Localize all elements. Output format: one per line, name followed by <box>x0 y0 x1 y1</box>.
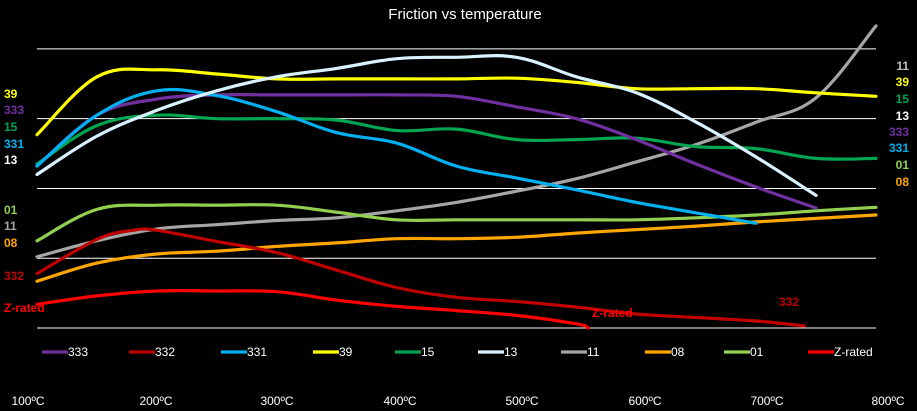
series-line-333 <box>35 92 818 210</box>
x-tick-label: 600ºC <box>628 394 661 408</box>
left-label-15: 15 <box>4 120 18 134</box>
series-line-15 <box>35 113 878 166</box>
right-label-z-rated: Z-rated <box>592 306 633 320</box>
chart-title: Friction vs temperature <box>388 6 541 23</box>
legend-label: 08 <box>671 345 685 359</box>
x-tick-label: 700ºC <box>750 394 783 408</box>
right-label-01: 01 <box>896 158 910 172</box>
legend-label: 13 <box>504 345 518 359</box>
end-labels: 39 333 15 331 13 01 11 08 332 Z-rated 332 Z-rated 11… <box>4 59 909 320</box>
legend-item-01: 01 <box>724 345 764 359</box>
right-label-08: 08 <box>896 175 910 189</box>
legend-item-333: 333 <box>42 345 88 359</box>
legend-label: 15 <box>421 345 435 359</box>
left-label-332: 332 <box>4 269 24 283</box>
legend-item-331: 331 <box>221 345 267 359</box>
right-label-15: 15 <box>896 92 910 106</box>
legend-item-39: 39 <box>313 345 353 359</box>
legend-label: 39 <box>339 345 353 359</box>
series-line-z-rated <box>35 288 590 330</box>
legend-item-08: 08 <box>645 345 685 359</box>
legend-label: 11 <box>587 345 600 359</box>
x-tick-label: 500ºC <box>505 394 538 408</box>
x-tick-label: 300ºC <box>260 394 293 408</box>
left-label-39: 39 <box>4 87 18 101</box>
legend-label: 331 <box>247 345 267 359</box>
gridlines <box>37 48 876 329</box>
right-label-11: 11 <box>896 59 909 73</box>
left-label-13: 13 <box>4 153 18 167</box>
series-line-39 <box>35 67 878 137</box>
series-lines <box>35 24 878 330</box>
left-label-08: 08 <box>4 236 18 250</box>
legend-item-15: 15 <box>395 345 435 359</box>
legend-label: 332 <box>155 345 175 359</box>
series-line-332 <box>35 227 806 328</box>
series-line-11 <box>35 24 878 259</box>
x-tick-label: 800ºC <box>871 394 904 408</box>
series-line-01 <box>35 203 878 243</box>
legend-item-11: 11 <box>561 345 600 359</box>
series-line-08 <box>35 213 878 283</box>
left-label-333: 333 <box>4 103 24 117</box>
left-label-01: 01 <box>4 203 18 217</box>
x-tick-label: 200ºC <box>139 394 172 408</box>
x-tick-label: 400ºC <box>383 394 416 408</box>
legend-item-13: 13 <box>478 345 518 359</box>
legend-label: 333 <box>68 345 88 359</box>
left-label-z-rated: Z-rated <box>4 301 45 315</box>
x-axis: 100ºC 200ºC 300ºC 400ºC 500ºC 600ºC 700ºC 800ºC <box>11 394 904 408</box>
series-line-331 <box>35 87 758 225</box>
legend-label: Z-rated <box>834 345 873 359</box>
right-label-13: 13 <box>896 109 910 123</box>
right-label-333: 333 <box>889 125 909 139</box>
legend: 333 332 331 39 15 13 11 08 01 Z-rated <box>42 345 873 359</box>
legend-label: 01 <box>750 345 764 359</box>
series-line-13 <box>35 54 818 197</box>
left-label-331: 331 <box>4 137 24 151</box>
right-label-332: 332 <box>779 295 799 309</box>
right-label-39: 39 <box>896 75 910 89</box>
left-label-11: 11 <box>4 219 17 233</box>
x-tick-label: 100ºC <box>11 394 44 408</box>
legend-item-332: 332 <box>129 345 175 359</box>
legend-item-z-rated: Z-rated <box>808 345 873 359</box>
right-label-331: 331 <box>889 141 909 155</box>
